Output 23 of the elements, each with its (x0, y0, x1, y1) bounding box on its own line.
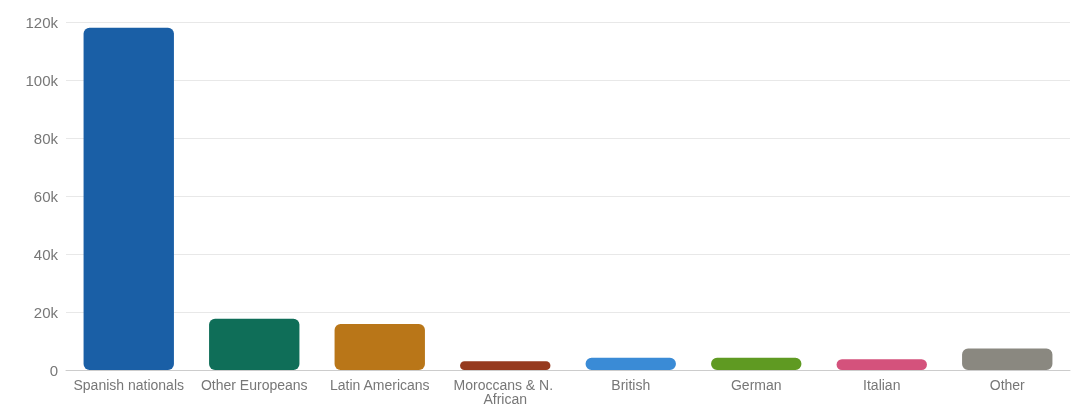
x-tick-label: German (730, 377, 782, 393)
y-tick-label: 0 (49, 361, 58, 379)
x-tick-label: British (611, 377, 651, 393)
bar (83, 27, 174, 370)
y-tick-label: 60k (33, 187, 59, 205)
bar (711, 357, 802, 370)
y-tick-label: 120k (25, 13, 59, 31)
x-tick-label: Moroccans & N. African (453, 377, 557, 407)
bar (962, 348, 1053, 370)
bar (334, 323, 425, 370)
y-tick-label: 80k (33, 129, 59, 147)
y-tick-label: 20k (33, 303, 59, 321)
bar (209, 318, 300, 370)
x-tick-label: Other Europeans (200, 377, 308, 393)
y-tick-label: 40k (33, 245, 59, 263)
bar (836, 359, 927, 370)
x-tick-label: Italian (863, 377, 901, 393)
bar (585, 357, 676, 370)
x-tick-label: Latin Americans (329, 377, 430, 393)
bar (460, 361, 551, 370)
x-tick-label: Other (989, 377, 1026, 393)
x-tick-label: Spanish nationals (73, 377, 185, 393)
y-tick-label: 100k (25, 71, 59, 89)
